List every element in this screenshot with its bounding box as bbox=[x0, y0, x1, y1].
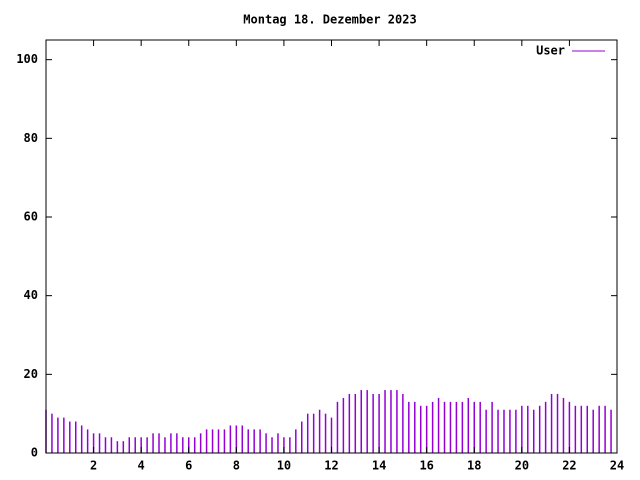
x-tick-label: 14 bbox=[372, 459, 386, 473]
x-tick-label: 4 bbox=[138, 459, 145, 473]
y-tick-label: 80 bbox=[24, 131, 38, 145]
x-tick-label: 18 bbox=[467, 459, 481, 473]
y-tick-label: 100 bbox=[16, 52, 38, 66]
y-tick-label: 60 bbox=[24, 210, 38, 224]
x-tick-label: 6 bbox=[185, 459, 192, 473]
y-tick-label: 40 bbox=[24, 288, 38, 302]
y-tick-label: 20 bbox=[24, 367, 38, 381]
x-tick-label: 20 bbox=[515, 459, 529, 473]
legend-label: User bbox=[536, 44, 565, 58]
x-tick-label: 16 bbox=[419, 459, 433, 473]
x-tick-label: 2 bbox=[90, 459, 97, 473]
x-tick-label: 8 bbox=[233, 459, 240, 473]
x-tick-label: 10 bbox=[277, 459, 291, 473]
plot-frame bbox=[45, 39, 618, 454]
x-tick-label: 22 bbox=[562, 459, 576, 473]
x-tick-label: 12 bbox=[324, 459, 338, 473]
y-tick-label: 0 bbox=[31, 446, 38, 460]
chart-title: Montag 18. Dezember 2023 bbox=[243, 13, 416, 27]
x-tick-label: 24 bbox=[610, 459, 624, 473]
